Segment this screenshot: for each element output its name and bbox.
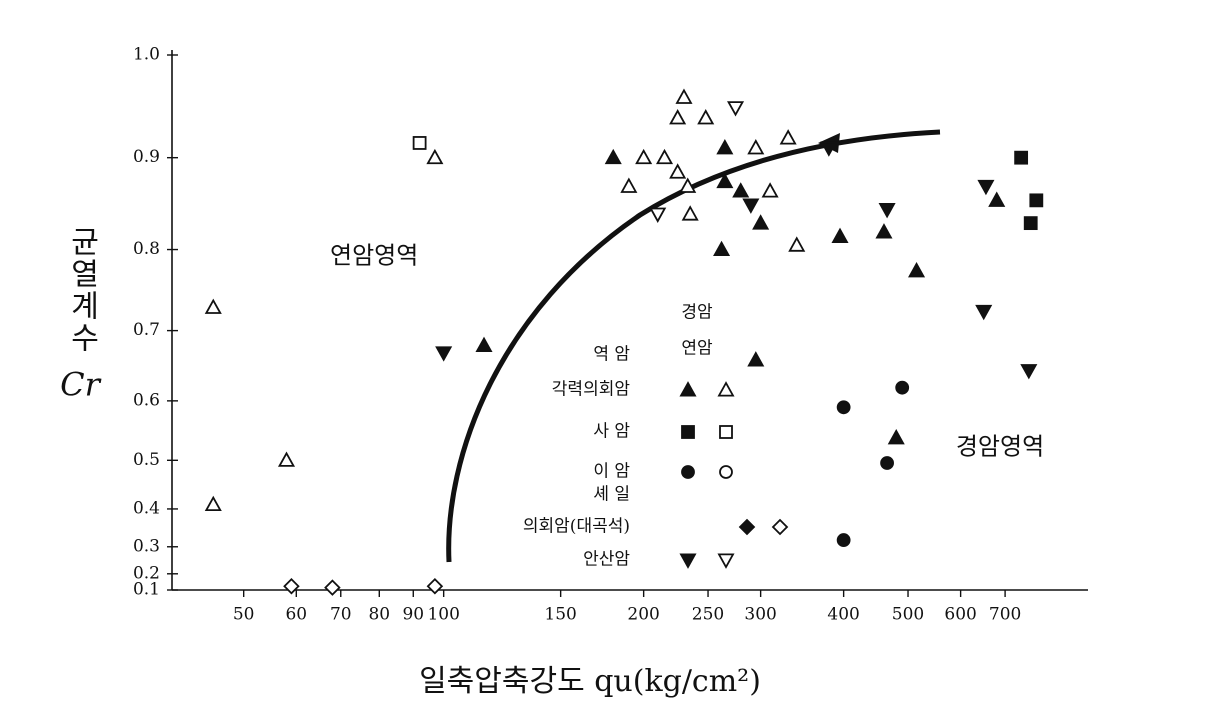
point	[669, 109, 687, 125]
x-tick-label: 90	[402, 605, 424, 625]
legend-label: 이 암	[593, 462, 630, 482]
legend-marker	[717, 381, 735, 397]
legend-marker	[771, 518, 789, 536]
x-tick-label: 700	[989, 605, 1021, 625]
point	[675, 88, 693, 104]
x-tick-label: 80	[368, 605, 390, 625]
point	[283, 577, 300, 595]
point	[908, 261, 926, 278]
point	[747, 139, 765, 155]
y-tick-label: 0.6	[133, 390, 160, 410]
y-axis-symbol: Cr	[60, 366, 101, 404]
point	[779, 129, 797, 145]
x-axis-label: 일축압축강도 qu(kg/cm²)	[419, 664, 761, 699]
point	[836, 400, 851, 415]
point	[324, 579, 341, 596]
x-tick-label: 150	[544, 605, 576, 625]
legend-marker	[717, 553, 735, 569]
legend-marker	[719, 425, 733, 439]
point	[875, 223, 893, 239]
x-tick-label: 250	[692, 605, 724, 625]
x-tick-label: 60	[285, 605, 307, 625]
point	[880, 456, 894, 470]
y-tick-label: 0.7	[133, 320, 160, 340]
point	[635, 148, 653, 165]
point	[681, 205, 699, 221]
point	[679, 177, 697, 193]
point	[1014, 150, 1029, 165]
point	[727, 101, 745, 117]
hard-region-label: 경암영역	[956, 433, 1044, 461]
point	[649, 207, 667, 223]
point	[761, 182, 779, 198]
legend-label: 안산암	[583, 550, 630, 570]
point	[697, 109, 715, 125]
point	[475, 336, 493, 353]
legend-marker	[738, 518, 756, 536]
point	[878, 203, 896, 219]
point	[887, 428, 905, 445]
x-tick-label: 200	[627, 605, 659, 625]
y-tick-label: 0.1	[133, 580, 160, 600]
point	[752, 214, 770, 230]
x-tick-label: 100	[427, 605, 459, 625]
point	[895, 380, 910, 395]
point	[604, 148, 622, 165]
legend-header: 연암	[681, 339, 713, 359]
legend-marker	[681, 465, 695, 479]
y-tick-label: 0.9	[133, 147, 160, 167]
x-tick-label: 70	[330, 605, 352, 625]
y-tick-label: 1.0	[133, 45, 160, 65]
legend-label: 사 암	[593, 422, 630, 442]
point	[1020, 364, 1038, 380]
point	[988, 191, 1006, 207]
legend-header: 경암	[681, 303, 713, 323]
legend-marker	[719, 465, 733, 479]
legend-label: 셰 일	[593, 485, 630, 505]
point	[204, 298, 222, 314]
point	[1029, 193, 1044, 208]
legend-marker	[679, 381, 697, 397]
point	[204, 495, 222, 512]
y-tick-label: 0.5	[133, 450, 160, 470]
legend-label: 역 암	[593, 345, 630, 365]
x-tick-label: 500	[892, 605, 924, 625]
point	[426, 577, 444, 595]
point	[977, 179, 995, 196]
y-tick-label: 0.3	[133, 536, 160, 556]
x-tick-label: 600	[944, 605, 976, 625]
y-axis-label: 균열계수	[64, 226, 99, 354]
point	[435, 346, 453, 362]
x-tick-label: 50	[233, 605, 255, 625]
point	[713, 240, 731, 257]
point	[620, 177, 638, 193]
y-tick-label: 0.4	[133, 498, 160, 518]
legend-label: 각력의회암	[552, 380, 631, 400]
point	[412, 136, 427, 150]
point	[716, 139, 734, 155]
point	[426, 148, 444, 165]
point	[831, 227, 849, 243]
point	[788, 236, 806, 252]
point	[277, 451, 296, 467]
point	[747, 351, 765, 367]
y-tick-label: 0.2	[133, 563, 160, 583]
point	[975, 304, 993, 321]
legend-label: 의회암(대곡석)	[523, 517, 630, 537]
point	[836, 533, 851, 547]
point	[1023, 216, 1038, 231]
x-tick-label: 400	[827, 605, 859, 625]
x-tick-label: 300	[744, 605, 776, 625]
soft-region-label: 연암영역	[330, 242, 418, 270]
point	[742, 198, 760, 214]
legend-marker	[681, 425, 695, 439]
point	[716, 172, 734, 189]
y-tick-label: 0.8	[133, 239, 160, 259]
legend-marker	[679, 553, 697, 569]
point	[655, 148, 674, 165]
point	[820, 141, 838, 157]
point	[732, 182, 750, 198]
point	[669, 163, 687, 179]
